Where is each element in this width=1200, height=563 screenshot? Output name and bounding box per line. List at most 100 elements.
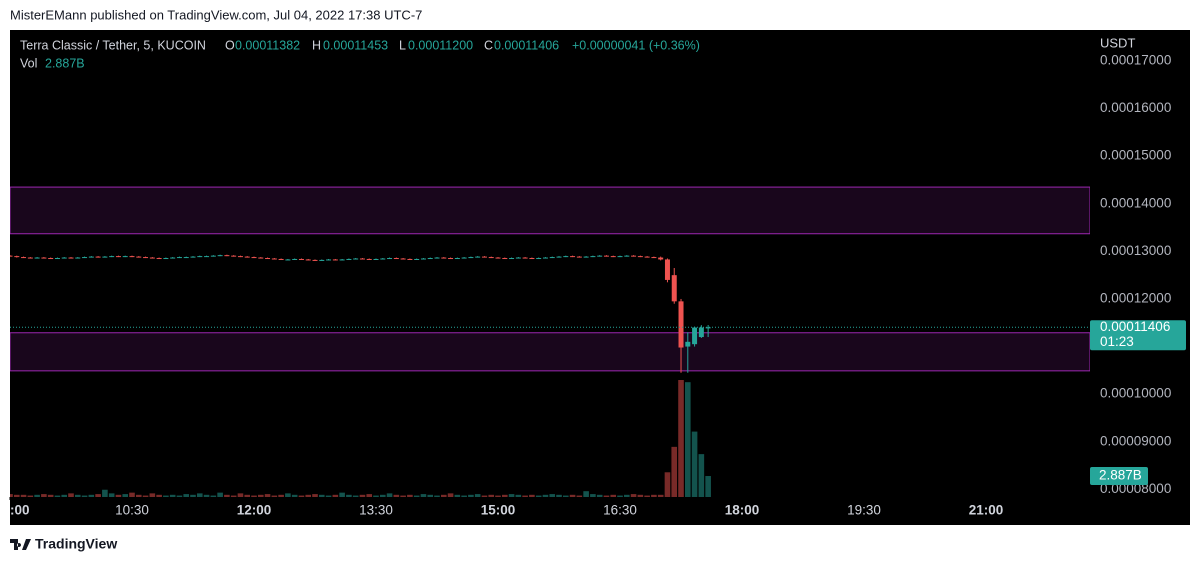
candle-body <box>197 256 203 258</box>
change-value: +0.00000041 (+0.36%) <box>572 38 700 52</box>
candle-body <box>95 256 101 258</box>
y-tick-label: 0.00014000 <box>1100 195 1171 210</box>
x-tick-label: 19:30 <box>847 503 881 518</box>
candle-body <box>441 257 447 259</box>
x-tick-label: 13:30 <box>359 503 393 518</box>
volume-bar <box>156 494 162 497</box>
candle-body <box>434 257 440 259</box>
volume-bar <box>359 494 366 497</box>
volume-bar <box>108 493 115 497</box>
logo-icon <box>10 539 31 550</box>
volume-bar <box>420 494 427 497</box>
candle-body <box>353 258 359 260</box>
volume-bar <box>27 495 34 497</box>
volume-bar <box>481 495 488 497</box>
candle-body <box>339 259 345 261</box>
volume-bar <box>264 494 271 497</box>
volume-bar <box>617 495 623 497</box>
candle-body <box>292 258 298 260</box>
plot-area <box>10 186 1090 497</box>
candle-body <box>251 257 257 259</box>
volume-bar <box>610 494 617 497</box>
candle-body <box>332 259 338 261</box>
brand-logo: TradingView <box>10 536 117 552</box>
volume-value: 2.887B <box>45 56 85 70</box>
volume-bar <box>434 495 440 497</box>
volume-bar <box>386 493 393 497</box>
volume-bar <box>569 494 576 497</box>
volume-bar <box>346 494 352 497</box>
volume-bar <box>413 495 420 497</box>
y-tick-label: 0.00016000 <box>1100 100 1171 115</box>
volume-bar <box>332 494 339 497</box>
volume-bar <box>440 494 447 497</box>
candle-body <box>109 256 115 258</box>
candle-body <box>115 256 121 258</box>
candle-body <box>82 257 88 259</box>
candle-body <box>265 258 271 260</box>
volume-bar <box>210 495 217 497</box>
candle-body <box>610 256 616 258</box>
countdown-label: 01:23 <box>1100 334 1134 349</box>
high-value: 0.00011453 <box>323 38 388 52</box>
candle-body <box>664 259 670 280</box>
candle-body <box>475 256 481 258</box>
y-axis-label: USDT <box>1100 35 1135 50</box>
volume-bar <box>68 493 74 497</box>
x-tick-label: 18:00 <box>725 503 760 518</box>
volume-bar <box>318 494 325 497</box>
candle-body <box>488 257 494 259</box>
price-zone <box>10 332 1090 372</box>
volume-bar <box>339 492 345 497</box>
y-tick-label: 0.00009000 <box>1100 433 1171 448</box>
volume-bar <box>664 472 671 497</box>
volume-bar <box>596 494 603 497</box>
candle-body <box>515 257 521 259</box>
y-tick-label: 0.00012000 <box>1100 291 1171 306</box>
candle-body <box>285 259 291 261</box>
candle-body <box>204 256 210 258</box>
volume-bar <box>373 495 379 497</box>
candle-body <box>685 341 691 347</box>
volume-bar <box>535 495 542 497</box>
volume-bar <box>115 494 122 497</box>
volume-bar <box>542 494 549 497</box>
volume-bar <box>251 495 257 497</box>
volume-bar <box>562 495 569 497</box>
volume-bar <box>129 492 135 497</box>
candle-body <box>48 258 54 260</box>
candle-body <box>624 255 630 257</box>
volume-bar <box>474 494 481 497</box>
volume-bar <box>217 492 223 497</box>
candle-body <box>536 258 542 260</box>
symbol: Terra Classic / Tether, 5, KUCOIN <box>20 38 206 52</box>
volume-bar <box>678 380 684 497</box>
candle-body <box>244 256 250 258</box>
volume-bar <box>366 494 373 497</box>
candle-body <box>563 256 569 258</box>
candle-body <box>597 255 603 257</box>
volume-bar <box>468 494 474 497</box>
volume-bar <box>393 494 400 497</box>
volume-bar <box>257 494 264 497</box>
volume-bar <box>237 493 244 497</box>
candle-body <box>651 257 657 259</box>
candle-body <box>529 258 535 260</box>
candle-body <box>400 258 406 260</box>
volume-bar <box>54 495 61 497</box>
volume-bar <box>278 494 284 497</box>
volume-bar <box>379 494 386 497</box>
last-volume-label: 2.887B <box>1099 468 1142 483</box>
y-tick-label: 0.00017000 <box>1100 53 1171 68</box>
y-tick-label: 0.00010000 <box>1100 386 1171 401</box>
volume-bar <box>291 494 298 497</box>
volume-bar <box>203 494 210 497</box>
candle-body <box>705 327 711 329</box>
volume-bar <box>176 495 183 497</box>
candle-body <box>570 256 576 258</box>
chart-background <box>10 30 1190 525</box>
candle-body <box>298 258 304 260</box>
x-tick-label: 16:30 <box>603 503 637 518</box>
x-tick-label: 12:00 <box>237 503 272 518</box>
candle-body <box>414 258 420 260</box>
